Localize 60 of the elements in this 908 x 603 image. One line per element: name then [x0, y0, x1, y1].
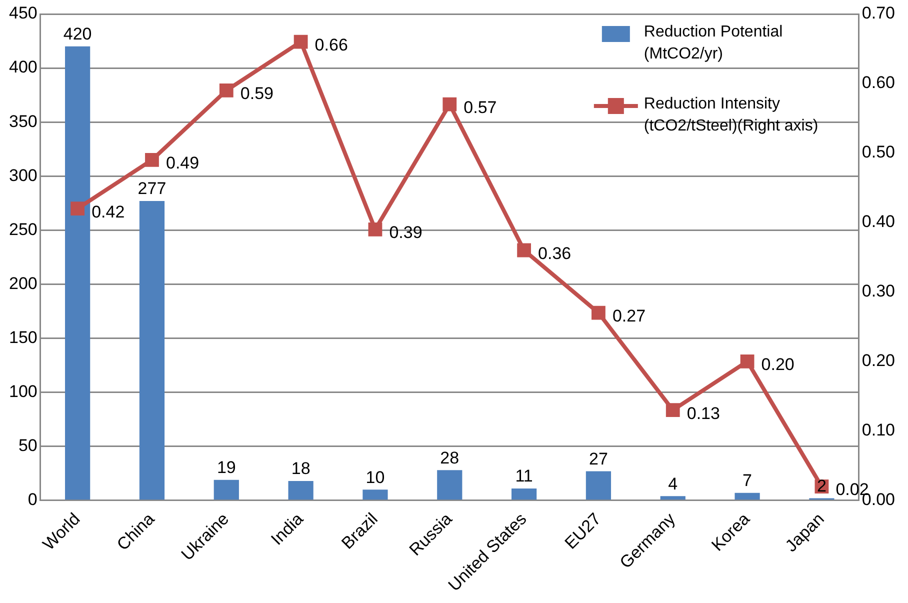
data-label: 0.66	[314, 35, 348, 54]
data-label: 4	[668, 474, 678, 494]
y-tick-label: 400	[8, 58, 38, 77]
y-tick-label: 300	[8, 166, 38, 185]
data-label: 19	[216, 458, 236, 478]
y-tick-label: 50	[18, 436, 38, 456]
data-label: 7	[742, 471, 752, 490]
bar	[734, 492, 760, 500]
point	[70, 202, 85, 216]
y2-tick-label: 0.30	[862, 282, 896, 301]
y2-tick-label: 0.10	[862, 420, 896, 440]
data-label: 18	[291, 459, 310, 478]
bar	[139, 201, 165, 500]
point	[740, 354, 754, 368]
y-tick-label: 250	[8, 220, 38, 239]
bar	[437, 470, 462, 500]
y2-tick-label: 0.20	[862, 351, 896, 370]
y2-tick-label: 0.70	[862, 4, 896, 23]
data-label: 0.49	[166, 154, 200, 173]
data-label: 0.13	[686, 404, 720, 423]
y-tick-label: 0	[28, 490, 38, 510]
data-label: 27	[589, 449, 608, 468]
data-label: 0.57	[464, 98, 497, 118]
data-label: 420	[63, 24, 92, 44]
point	[368, 222, 382, 236]
data-label: 0.36	[538, 244, 572, 263]
data-label: 0.20	[761, 355, 794, 374]
data-label: 277	[138, 179, 166, 198]
y-tick-label: 200	[8, 274, 38, 293]
data-label: 28	[440, 448, 460, 468]
point	[145, 152, 159, 167]
point	[592, 306, 606, 320]
data-label: 10	[366, 468, 385, 487]
y-tick-label: 100	[8, 382, 38, 402]
y2-tick-label: 0.60	[862, 73, 896, 92]
y-tick-label: 350	[8, 112, 38, 131]
bar	[65, 46, 90, 500]
y2-tick-label: 0.40	[862, 212, 896, 232]
bar	[288, 480, 314, 500]
data-label: 0.42	[92, 202, 125, 222]
legend-label: Reduction Intensity (tCO2/tSteel)(Right axis)	[644, 95, 818, 134]
bar	[511, 488, 537, 500]
point	[666, 403, 680, 418]
bar	[362, 490, 388, 500]
data-label: 0.39	[389, 223, 422, 242]
data-label: 0.59	[240, 84, 274, 104]
y2-tick-label: 0.50	[862, 142, 896, 162]
bar	[586, 471, 612, 500]
data-label: 11	[515, 466, 533, 486]
point	[517, 243, 531, 258]
data-label: 2	[816, 476, 826, 496]
legend-label: Reduction Potential (MtCO2/yr)	[644, 23, 783, 62]
point	[442, 97, 457, 112]
y-tick-label: 450	[8, 4, 38, 23]
y-tick-label: 150	[8, 328, 38, 347]
data-label: 0.27	[612, 306, 646, 326]
point	[219, 83, 234, 98]
point	[294, 34, 308, 49]
bar	[660, 496, 686, 500]
bar	[214, 480, 239, 500]
